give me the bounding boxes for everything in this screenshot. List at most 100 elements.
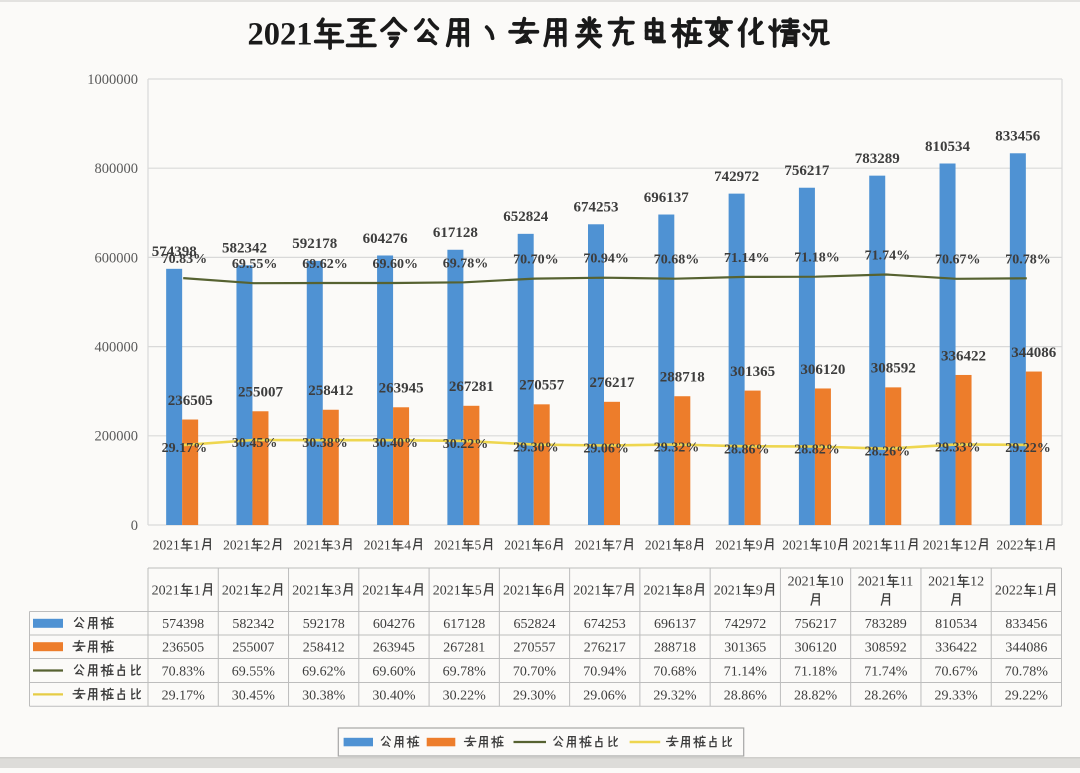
svg-text:29.32%: 29.32% [653, 688, 697, 703]
svg-text:2021: 2021 [782, 537, 809, 552]
svg-text:288718: 288718 [654, 641, 696, 656]
svg-text:69.55%: 69.55% [232, 664, 275, 679]
svg-text:71.74%: 71.74% [864, 664, 908, 679]
svg-text:2021: 2021 [362, 584, 390, 599]
svg-text:276217: 276217 [584, 641, 626, 656]
svg-text:582342: 582342 [222, 241, 267, 257]
svg-text:263945: 263945 [373, 641, 415, 656]
svg-text:29.22%: 29.22% [1005, 441, 1051, 456]
svg-text:833456: 833456 [1005, 617, 1047, 632]
svg-text:2021: 2021 [504, 537, 531, 552]
svg-text:1: 1 [1037, 537, 1044, 552]
svg-text:600000: 600000 [95, 250, 139, 266]
svg-text:3: 3 [334, 584, 341, 599]
svg-text:200000: 200000 [95, 429, 139, 445]
svg-text:2021: 2021 [152, 584, 180, 599]
svg-text:70.67%: 70.67% [935, 253, 981, 268]
svg-text:2021: 2021 [153, 537, 180, 552]
svg-text:28.26%: 28.26% [865, 445, 911, 460]
svg-text:696137: 696137 [644, 190, 690, 206]
svg-text:783289: 783289 [865, 617, 907, 632]
svg-text:236505: 236505 [168, 393, 213, 409]
svg-text:29.30%: 29.30% [513, 688, 557, 703]
svg-text:8: 8 [685, 537, 692, 552]
svg-text:652824: 652824 [514, 617, 556, 632]
svg-text:9: 9 [756, 537, 763, 552]
svg-text:2021: 2021 [923, 537, 950, 552]
svg-text:255007: 255007 [238, 385, 284, 401]
svg-text:2021: 2021 [858, 575, 886, 590]
svg-text:30.40%: 30.40% [372, 688, 416, 703]
svg-text:70.67%: 70.67% [935, 664, 979, 679]
svg-text:30.22%: 30.22% [443, 437, 489, 452]
svg-text:267281: 267281 [443, 641, 485, 656]
svg-text:70.78%: 70.78% [1005, 664, 1049, 679]
svg-text:617128: 617128 [443, 617, 485, 632]
svg-text:258412: 258412 [308, 383, 353, 399]
svg-text:288718: 288718 [660, 370, 705, 386]
svg-text:70.94%: 70.94% [583, 252, 629, 267]
svg-text:2022: 2022 [995, 584, 1023, 599]
svg-text:742972: 742972 [724, 617, 766, 632]
svg-text:2: 2 [264, 537, 271, 552]
svg-text:617128: 617128 [433, 225, 478, 241]
svg-text:28.82%: 28.82% [794, 688, 838, 703]
svg-text:255007: 255007 [232, 641, 274, 656]
svg-text:29.22%: 29.22% [1005, 688, 1049, 703]
svg-text:756217: 756217 [784, 163, 830, 179]
svg-text:270557: 270557 [514, 641, 556, 656]
svg-text:400000: 400000 [95, 340, 139, 356]
svg-text:10: 10 [830, 575, 844, 590]
svg-text:800000: 800000 [95, 161, 139, 177]
svg-text:263945: 263945 [379, 381, 424, 397]
svg-text:6: 6 [545, 584, 552, 599]
svg-text:69.55%: 69.55% [232, 257, 278, 272]
svg-text:29.30%: 29.30% [513, 441, 559, 456]
svg-text:592178: 592178 [303, 617, 345, 632]
svg-text:70.83%: 70.83% [162, 664, 206, 679]
svg-text:30.40%: 30.40% [373, 436, 419, 451]
svg-text:592178: 592178 [292, 236, 337, 252]
svg-text:301365: 301365 [724, 641, 766, 656]
svg-text:2: 2 [264, 584, 271, 599]
svg-text:2021: 2021 [644, 584, 672, 599]
svg-text:344086: 344086 [1005, 641, 1047, 656]
svg-text:69.62%: 69.62% [302, 257, 348, 272]
svg-text:742972: 742972 [714, 169, 759, 185]
svg-text:4: 4 [404, 584, 411, 599]
svg-text:29.06%: 29.06% [583, 688, 627, 703]
svg-text:28.26%: 28.26% [864, 688, 908, 703]
svg-text:783289: 783289 [855, 151, 900, 167]
svg-text:344086: 344086 [1011, 345, 1057, 361]
svg-text:574398: 574398 [152, 244, 197, 260]
svg-text:30.45%: 30.45% [232, 688, 275, 703]
svg-text:28.82%: 28.82% [794, 442, 840, 457]
svg-text:1000000: 1000000 [87, 72, 138, 88]
svg-text:1: 1 [193, 537, 200, 552]
svg-text:2021: 2021 [788, 575, 816, 590]
svg-text:8: 8 [686, 584, 693, 599]
svg-text:71.14%: 71.14% [724, 664, 768, 679]
svg-text:12: 12 [970, 575, 984, 590]
svg-text:29.32%: 29.32% [654, 440, 700, 455]
svg-text:9: 9 [756, 584, 763, 599]
svg-text:2021: 2021 [434, 537, 461, 552]
svg-text:71.14%: 71.14% [724, 251, 770, 266]
svg-text:71.74%: 71.74% [865, 248, 911, 263]
svg-text:810534: 810534 [925, 139, 971, 155]
svg-text:2021: 2021 [293, 537, 320, 552]
svg-text:71.18%: 71.18% [794, 251, 840, 266]
svg-text:29.17%: 29.17% [162, 688, 206, 703]
svg-text:70.70%: 70.70% [513, 664, 557, 679]
svg-text:2021: 2021 [573, 584, 601, 599]
svg-text:267281: 267281 [449, 379, 494, 395]
svg-text:29.06%: 29.06% [583, 441, 629, 456]
svg-text:258412: 258412 [303, 641, 345, 656]
svg-text:69.78%: 69.78% [443, 664, 487, 679]
svg-text:270557: 270557 [519, 378, 565, 394]
svg-text:30.38%: 30.38% [302, 436, 348, 451]
svg-text:756217: 756217 [795, 617, 837, 632]
svg-text:2021: 2021 [364, 537, 391, 552]
svg-text:69.62%: 69.62% [302, 664, 346, 679]
svg-text:674253: 674253 [584, 617, 626, 632]
